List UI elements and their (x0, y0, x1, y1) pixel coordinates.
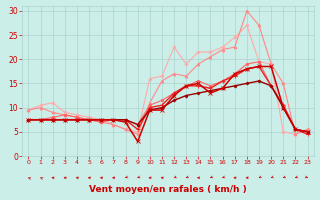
X-axis label: Vent moyen/en rafales ( km/h ): Vent moyen/en rafales ( km/h ) (89, 185, 247, 194)
